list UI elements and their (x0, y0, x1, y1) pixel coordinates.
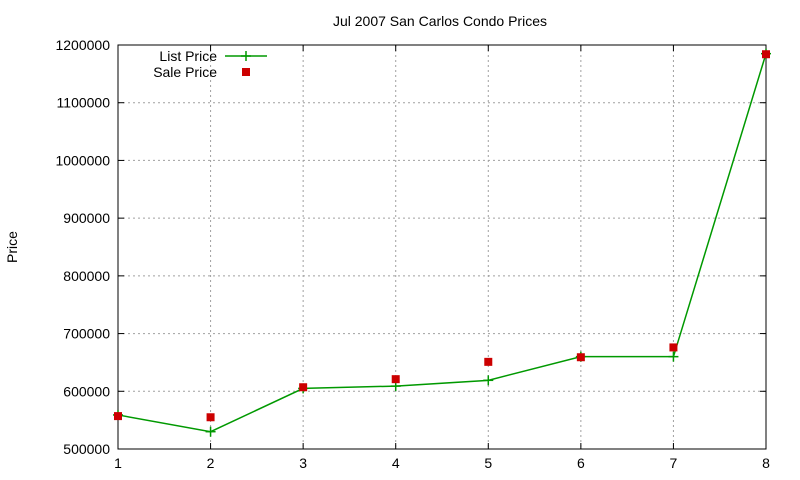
x-tick-label: 1 (114, 455, 122, 471)
legend-plus-swatch (241, 51, 251, 61)
y-tick-label: 500000 (63, 441, 110, 457)
y-tick-label: 900000 (63, 210, 110, 226)
series-layer (113, 48, 771, 437)
data-point (484, 357, 493, 366)
axis-ticks: 500000 600000 700000 800000 900000 1000000 110… (55, 37, 770, 471)
x-tick-label: 8 (762, 455, 770, 471)
y-tick-label: 700000 (63, 326, 110, 342)
grid (118, 45, 766, 449)
x-tick-label: 7 (670, 455, 678, 471)
data-point (668, 351, 679, 362)
series-line (117, 53, 767, 433)
y-tick-label: 1000000 (55, 152, 110, 168)
y-tick-label: 1100000 (57, 95, 111, 111)
data-point (299, 383, 308, 392)
x-tick-label: 6 (577, 455, 585, 471)
data-point (391, 375, 400, 384)
x-tick-label: 3 (299, 455, 307, 471)
data-point (762, 50, 770, 59)
data-point (483, 375, 494, 386)
x-tick-label: 2 (207, 455, 215, 471)
plot-frame (117, 44, 767, 450)
series-2 (114, 50, 770, 422)
y-axis-label: Price (4, 231, 20, 263)
data-point (669, 343, 678, 352)
y-tick-label: 1200000 (55, 37, 110, 53)
data-point (206, 413, 215, 422)
legend-square-swatch (242, 68, 250, 76)
legend-label: List Price (159, 48, 217, 64)
x-tick-label: 4 (392, 455, 400, 471)
data-point (114, 412, 122, 421)
y-tick-label: 600000 (63, 383, 110, 399)
y-tick-label: 800000 (63, 268, 110, 284)
series-1 (113, 48, 771, 437)
x-tick-label: 5 (484, 455, 492, 471)
data-point (205, 426, 216, 437)
chart-title: Jul 2007 San Carlos Condo Prices (333, 13, 547, 29)
data-point (576, 353, 585, 362)
legend-label: Sale Price (153, 64, 217, 80)
